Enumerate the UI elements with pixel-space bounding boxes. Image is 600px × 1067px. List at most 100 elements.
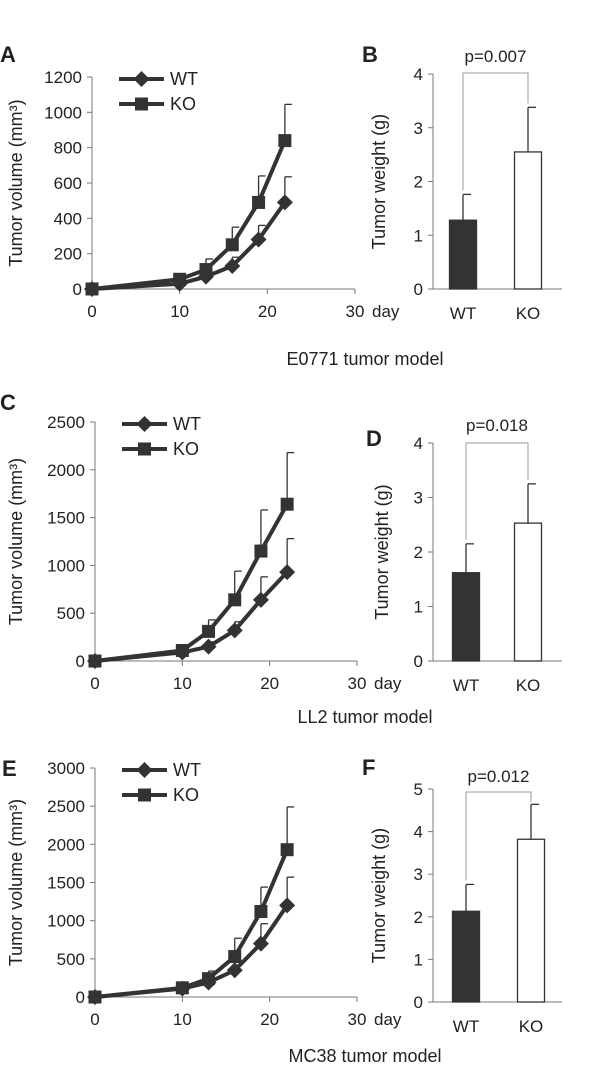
- y-tick-label: 4: [414, 823, 423, 842]
- y-tick-label: 500: [57, 604, 85, 623]
- bar-wt: [448, 219, 478, 290]
- y-axis-title: Tumor volume (mm³): [6, 799, 26, 966]
- x-category-label: KO: [519, 1017, 544, 1036]
- data-point-ko: [175, 643, 189, 657]
- significance-bracket: [465, 791, 532, 881]
- data-point-wt: [252, 935, 269, 952]
- y-tick-label: 0: [76, 988, 85, 1007]
- legend-label: WT: [170, 69, 198, 89]
- panel-label: F: [362, 755, 375, 780]
- legend-label: WT: [173, 414, 201, 434]
- bar-wt: [451, 910, 481, 1003]
- y-axis-title: Tumor weight (g): [372, 484, 392, 619]
- series-line-wt: [91, 201, 287, 291]
- y-tick-label: 4: [414, 434, 423, 453]
- y-tick-label: 1000: [44, 103, 82, 122]
- data-point-wt: [200, 638, 217, 655]
- data-point-wt: [224, 258, 241, 275]
- y-tick-label: 500: [57, 950, 85, 969]
- p-value-label: p=0.012: [468, 767, 530, 786]
- y-tick-label: 3000: [47, 759, 85, 778]
- panel-label: E: [2, 756, 17, 781]
- y-tick-label: 1000: [47, 556, 85, 575]
- x-tick-label: 20: [260, 674, 279, 693]
- y-tick-label: 3: [414, 119, 423, 138]
- legend-label: KO: [173, 785, 199, 805]
- x-category-label: WT: [453, 676, 479, 695]
- y-axis-title: Tumor volume (mm³): [6, 458, 26, 625]
- data-point-ko: [280, 497, 294, 511]
- legend-marker-wt: [133, 71, 150, 87]
- y-tick-label: 1: [414, 598, 423, 617]
- y-axis-title: Tumor weight (g): [369, 114, 389, 249]
- y-tick-label: 1: [414, 950, 423, 969]
- y-axis-title: Tumor volume (mm³): [6, 99, 26, 266]
- data-point-ko: [88, 990, 102, 1004]
- data-point-ko: [280, 843, 294, 857]
- legend-marker-ko: [138, 788, 151, 802]
- data-point-ko: [85, 282, 99, 296]
- x-tick-label: 30: [348, 1010, 367, 1029]
- data-point-wt: [226, 962, 243, 979]
- y-tick-label: 3: [414, 489, 423, 508]
- significance-bracket: [462, 72, 529, 191]
- y-tick-label: 2500: [47, 797, 85, 816]
- data-point-ko: [173, 272, 187, 286]
- legend-marker-ko: [135, 97, 148, 111]
- x-tick-label: 10: [173, 1010, 192, 1029]
- legend-label: KO: [170, 94, 196, 114]
- y-tick-label: 0: [414, 652, 423, 671]
- y-tick-label: 5: [414, 780, 423, 799]
- y-tick-label: 1500: [47, 874, 85, 893]
- bar-wt: [451, 572, 481, 662]
- x-category-label: WT: [453, 1017, 479, 1036]
- y-tick-label: 0: [76, 652, 85, 671]
- data-point-wt: [226, 622, 243, 639]
- x-tick-label: 20: [258, 302, 277, 321]
- x-tick-label: 20: [260, 1010, 279, 1029]
- model-caption: E0771 tumor model: [286, 349, 443, 369]
- data-point-wt: [276, 194, 293, 211]
- legend-marker-wt: [136, 762, 153, 778]
- panel-label: D: [366, 426, 382, 451]
- bar-ko: [513, 522, 543, 662]
- y-tick-label: 4: [414, 65, 423, 84]
- p-value-label: p=0.007: [465, 47, 527, 66]
- series-line-wt: [94, 570, 289, 663]
- y-tick-label: 200: [54, 245, 82, 264]
- model-caption: MC38 tumor model: [288, 1046, 441, 1066]
- y-tick-label: 0: [73, 280, 82, 299]
- legend-marker-ko: [138, 442, 151, 456]
- significance-bracket: [465, 442, 529, 540]
- y-tick-label: 800: [54, 139, 82, 158]
- x-tick-label: 30: [346, 302, 365, 321]
- x-category-label: KO: [516, 676, 541, 695]
- y-tick-label: 2: [414, 543, 423, 562]
- y-tick-label: 0: [414, 993, 423, 1012]
- data-point-ko: [278, 134, 292, 148]
- legend-marker-wt: [136, 416, 153, 432]
- data-point-ko: [228, 593, 242, 607]
- y-tick-label: 400: [54, 209, 82, 228]
- panel-label: B: [362, 42, 378, 67]
- data-point-wt: [252, 591, 269, 608]
- y-tick-label: 2000: [47, 835, 85, 854]
- x-category-label: KO: [516, 304, 541, 323]
- data-point-ko: [254, 905, 268, 919]
- data-point-wt: [279, 897, 296, 914]
- x-unit-label: day: [374, 1010, 402, 1029]
- y-tick-label: 600: [54, 174, 82, 193]
- data-point-ko: [202, 624, 216, 638]
- model-caption: LL2 tumor model: [297, 707, 432, 727]
- data-point-ko: [225, 238, 239, 252]
- y-tick-label: 0: [414, 280, 423, 299]
- x-tick-label: 0: [90, 674, 99, 693]
- data-point-ko: [202, 972, 216, 986]
- y-tick-label: 3: [414, 865, 423, 884]
- bar-ko: [513, 151, 543, 290]
- y-axis-title: Tumor weight (g): [369, 828, 389, 963]
- data-point-wt: [250, 231, 267, 248]
- y-tick-label: 2000: [47, 461, 85, 480]
- data-point-ko: [228, 950, 242, 964]
